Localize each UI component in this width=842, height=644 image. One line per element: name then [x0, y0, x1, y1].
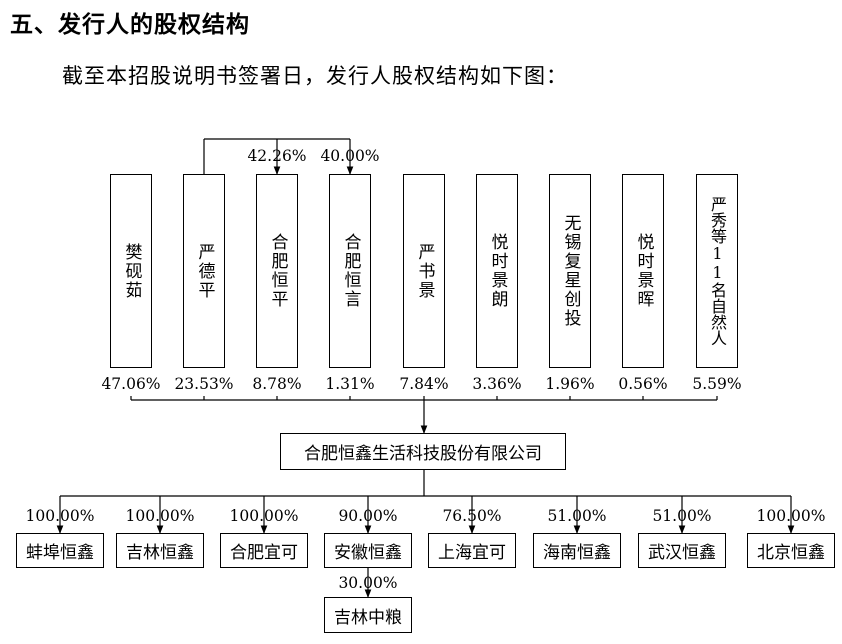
shareholder-name: 严秀等11名自然人 [708, 196, 727, 346]
subsidiary-box: 安徽恒鑫 [324, 533, 412, 568]
shareholder-pct: 3.36% [472, 375, 522, 393]
issuer-box: 合肥恒鑫生活科技股份有限公司 [280, 433, 566, 470]
shareholder-box: 悦时景朗 [476, 174, 518, 368]
subsidiary-box: 吉林恒鑫 [116, 533, 204, 568]
control-pct-hengping: 42.26% [247, 147, 307, 165]
subsidiary-pct: 100.00% [25, 507, 95, 525]
subsidiary-box: 蚌埠恒鑫 [16, 533, 104, 568]
shareholder-pct: 8.78% [252, 375, 302, 393]
subsidiary-pct: 76.50% [442, 507, 502, 525]
subsidiary-pct: 100.00% [756, 507, 826, 525]
shareholder-pct: 7.84% [399, 375, 449, 393]
shareholder-box: 严书景 [403, 174, 445, 368]
shareholder-name: 悦时景晖 [633, 233, 654, 309]
subsidiary-box: 北京恒鑫 [747, 533, 835, 568]
subsidiary-pct: 51.00% [547, 507, 607, 525]
shareholder-box: 无锡复星创投 [549, 174, 591, 368]
shareholder-box: 樊砚茹 [110, 174, 152, 368]
shareholder-box: 严德平 [183, 174, 225, 368]
sub-subsidiary-box: 吉林中粮 [324, 597, 412, 633]
shareholder-pct: 1.31% [325, 375, 375, 393]
shareholder-box: 悦时景晖 [622, 174, 664, 368]
shareholder-name: 悦时景朗 [487, 233, 508, 309]
shareholder-name: 合肥恒平 [267, 233, 288, 309]
shareholder-name: 严德平 [194, 242, 215, 300]
section-heading: 五、发行人的股权结构 [10, 12, 250, 38]
shareholder-name: 无锡复星创投 [560, 214, 581, 328]
shareholder-name: 樊砚茹 [121, 242, 142, 300]
shareholder-pct: 1.96% [545, 375, 595, 393]
subsidiary-box: 上海宜可 [428, 533, 516, 568]
subsidiary-pct: 100.00% [229, 507, 299, 525]
control-pct-hengyan: 40.00% [320, 147, 380, 165]
intro-text: 截至本招股说明书签署日，发行人股权结构如下图： [62, 64, 568, 88]
shareholder-pct: 47.06% [101, 375, 161, 393]
subsidiary-pct: 51.00% [652, 507, 712, 525]
shareholder-box: 合肥恒平 [256, 174, 298, 368]
subsidiary-box: 合肥宜可 [220, 533, 308, 568]
shareholder-box: 合肥恒言 [329, 174, 371, 368]
subsidiary-box: 海南恒鑫 [533, 533, 621, 568]
subsidiary-pct: 90.00% [338, 507, 398, 525]
shareholder-box: 严秀等11名自然人 [696, 174, 738, 368]
shareholder-pct: 0.56% [618, 375, 668, 393]
sub-subsidiary-pct: 30.00% [338, 574, 398, 592]
shareholder-pct: 23.53% [174, 375, 234, 393]
shareholder-name: 合肥恒言 [340, 233, 361, 309]
shareholder-pct: 5.59% [692, 375, 742, 393]
subsidiary-pct: 100.00% [125, 507, 195, 525]
subsidiary-box: 武汉恒鑫 [638, 533, 726, 568]
shareholder-name: 严书景 [414, 242, 435, 300]
